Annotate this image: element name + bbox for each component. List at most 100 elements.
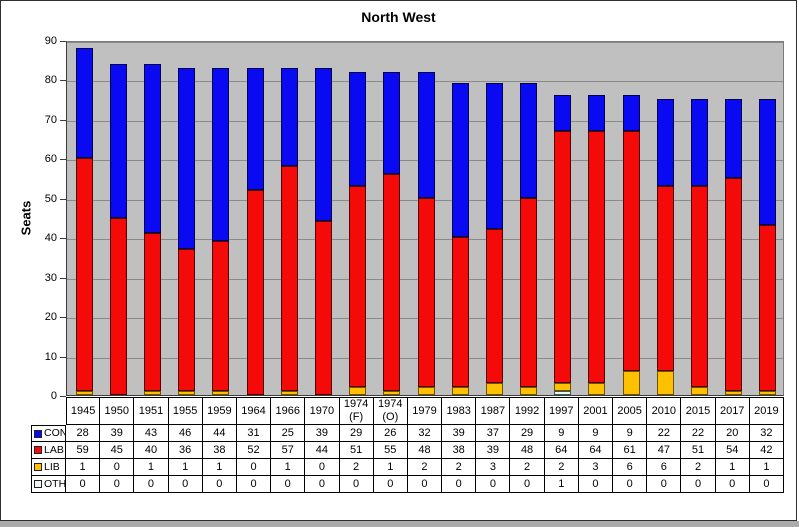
year-header-1987: 1987 (476, 397, 511, 425)
bar-segment-CON-2017 (725, 99, 743, 179)
value-OTH-1987: 0 (476, 476, 511, 493)
value-CON-1964: 31 (236, 425, 272, 442)
bar-segment-OTH-1997 (554, 391, 572, 395)
legend-swatch-OTH (34, 480, 42, 488)
value-LAB-1974 (F): 51 (339, 442, 374, 459)
plot-area (66, 41, 784, 396)
bar-segment-LAB-1987 (485, 229, 503, 384)
year-header-1997: 1997 (544, 397, 579, 425)
value-LAB-1979: 48 (407, 442, 443, 459)
y-tick-label-80: 80 (44, 74, 57, 87)
bar-segment-LIB-1992 (520, 387, 538, 395)
y-axis-title: Seats (18, 200, 34, 236)
value-LAB-1987: 39 (476, 442, 511, 459)
y-tick-label-40: 40 (44, 232, 57, 245)
value-CON-1950: 39 (100, 425, 135, 442)
bar-segment-CON-2010 (656, 99, 674, 186)
value-OTH-2019: 0 (749, 476, 784, 493)
series-name-LIB: LIB (44, 460, 60, 473)
bar-segment-CON-1997 (554, 95, 572, 131)
value-CON-2010: 22 (647, 425, 682, 442)
value-LIB-2010: 6 (647, 459, 682, 476)
value-OTH-1974 (O): 0 (373, 476, 408, 493)
y-tick-mark-70 (60, 119, 66, 121)
value-LAB-2015: 51 (681, 442, 716, 459)
value-OTH-1992: 0 (510, 476, 545, 493)
value-LIB-1955: 1 (168, 459, 203, 476)
value-OTH-1997: 1 (544, 476, 579, 493)
y-tick-label-20: 20 (44, 311, 57, 324)
value-CON-1955: 46 (168, 425, 203, 442)
value-LIB-1951: 1 (134, 459, 169, 476)
legend-label-OTH: OTH (31, 476, 66, 493)
y-tick-label-50: 50 (44, 192, 57, 205)
year-header-2017: 2017 (715, 397, 750, 425)
value-LAB-1964: 52 (236, 442, 272, 459)
table-corner-cell (31, 397, 66, 425)
value-LAB-1955: 36 (168, 442, 203, 459)
bar-segment-CON-1945 (75, 47, 93, 159)
year-header-1959: 1959 (202, 397, 237, 425)
value-OTH-1950: 0 (100, 476, 135, 493)
year-header-1966: 1966 (271, 397, 306, 425)
value-CON-2001: 9 (578, 425, 614, 442)
bar-segment-LIB-2010 (656, 371, 674, 395)
value-CON-1945: 28 (66, 425, 101, 442)
value-CON-1987: 37 (476, 425, 511, 442)
value-LAB-1945: 59 (66, 442, 101, 459)
value-LAB-2010: 47 (647, 442, 682, 459)
value-OTH-1955: 0 (168, 476, 203, 493)
value-LIB-1992: 2 (510, 459, 545, 476)
value-LIB-1974 (O): 1 (373, 459, 408, 476)
value-LIB-1974 (F): 2 (339, 459, 374, 476)
value-OTH-1966: 0 (271, 476, 306, 493)
bar-segment-CON-1987 (485, 83, 503, 230)
value-OTH-2010: 0 (647, 476, 682, 493)
y-tick-label-30: 30 (44, 271, 57, 284)
bar-segment-LIB-1974 (O) (383, 391, 401, 395)
value-OTH-2005: 0 (613, 476, 648, 493)
chart-title: North West (361, 9, 436, 25)
legend-label-LIB: LIB (31, 459, 66, 476)
bar-segment-LAB-1945 (75, 158, 93, 392)
value-LIB-2017: 1 (715, 459, 750, 476)
value-CON-1992: 29 (510, 425, 545, 442)
legend-swatch-LIB (34, 463, 42, 471)
value-CON-2015: 22 (681, 425, 716, 442)
y-tick-mark-90 (60, 41, 66, 42)
year-header-2001: 2001 (578, 397, 614, 425)
series-name-LAB: LAB (44, 443, 64, 456)
bar-segment-LIB-1955 (178, 391, 196, 395)
value-LAB-2017: 54 (715, 442, 750, 459)
background-strip (0, 521, 799, 527)
bar-segment-LAB-1950 (109, 217, 127, 395)
value-LIB-2015: 2 (681, 459, 716, 476)
y-tick-mark-40 (60, 238, 66, 240)
year-header-1964: 1964 (236, 397, 272, 425)
bar-segment-CON-1966 (280, 67, 298, 167)
bar-segment-LIB-1966 (280, 391, 298, 395)
series-name-OTH: OTH (44, 477, 66, 490)
value-OTH-2017: 0 (715, 476, 750, 493)
value-LIB-1970: 0 (305, 459, 340, 476)
bar-segment-LAB-1955 (178, 249, 196, 392)
bar-segment-CON-1974 (O) (383, 71, 401, 175)
value-OTH-2015: 0 (681, 476, 716, 493)
value-CON-2005: 9 (613, 425, 648, 442)
bar-segment-LIB-1951 (143, 391, 161, 395)
bar-segment-LAB-1966 (280, 166, 298, 392)
bar-segment-LIB-1987 (485, 383, 503, 395)
value-CON-1951: 43 (134, 425, 169, 442)
value-LIB-1964: 0 (236, 459, 272, 476)
value-LIB-1997: 2 (544, 459, 579, 476)
bar-segment-LAB-1974 (F) (349, 185, 367, 388)
bar-segment-CON-1970 (314, 67, 332, 222)
legend-swatch-LAB (34, 446, 42, 454)
value-LAB-2019: 42 (749, 442, 784, 459)
value-CON-1959: 44 (202, 425, 237, 442)
legend-swatch-CON (34, 429, 42, 438)
value-LAB-1970: 44 (305, 442, 340, 459)
year-header-1992: 1992 (510, 397, 545, 425)
y-tick-mark-20 (60, 317, 66, 319)
value-LAB-1974 (O): 55 (373, 442, 408, 459)
